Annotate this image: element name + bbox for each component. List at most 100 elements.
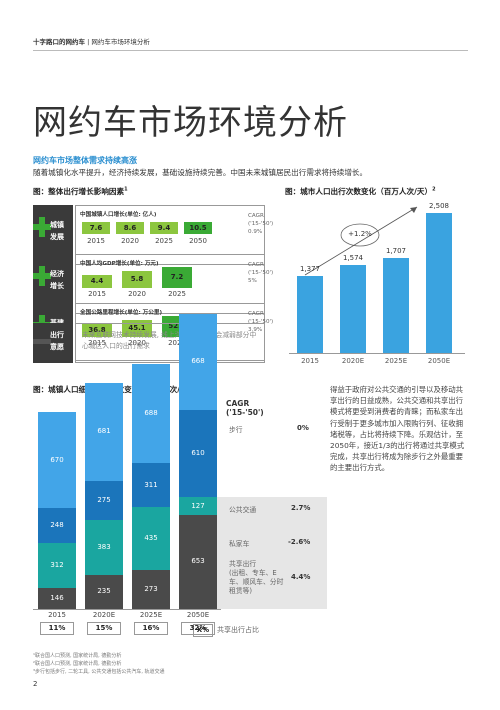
factor-tag: 出行意愿 <box>33 323 73 361</box>
segment-公共交通: 248 <box>38 507 76 544</box>
legend-walking-cagr: 0% <box>297 424 309 432</box>
x-axis <box>289 353 465 354</box>
running-header: 十字路口的网约车 | 网约车市场环境分析 <box>33 38 150 46</box>
factor-caption: 中国人均GDP增长(单位: 万元) <box>80 261 159 267</box>
growth-arrow-line <box>304 206 418 276</box>
value-bar: 36.8 <box>82 324 112 337</box>
value-bar: 8.6 <box>116 222 144 234</box>
value-bar: 5.8 <box>122 271 152 288</box>
segment-公共交通: 610 <box>179 409 217 498</box>
bar-2015 <box>297 276 323 353</box>
segment-共享出行: 273 <box>132 569 170 609</box>
bar-2025E <box>383 257 409 353</box>
year-label: 2025 <box>168 339 186 347</box>
value-bar: 9.4 <box>150 222 178 234</box>
plus-icon-bar <box>33 224 51 230</box>
factor-label: 城镇发展 <box>50 221 64 241</box>
footnote-2: ²联合国人口预测, 国家统计局, 德勤分析 <box>33 661 122 667</box>
legend-shared-detail: (出租、专车、E车、顺风车、分时租赁等) <box>229 569 284 595</box>
segment-私家车: 383 <box>85 520 123 576</box>
x-tick-label: 2050E <box>427 357 451 365</box>
year-label: 2025 <box>168 290 186 298</box>
segment-公共交通: 275 <box>85 480 123 521</box>
x-tick-label: 2020E <box>341 357 365 365</box>
year-label: 2015 <box>88 339 106 347</box>
segment-共享出行: 146 <box>38 588 76 609</box>
plus-icon-bar <box>33 273 51 279</box>
minus-icon <box>33 339 51 344</box>
growth-arrow-head <box>410 207 417 213</box>
x-tick-label: 2015 <box>301 357 319 365</box>
factor-label: 出行意愿 <box>50 331 64 351</box>
x-tick-label: 2050E <box>186 611 210 619</box>
factor-box: 未来互联网技术持续发展, 线上沟通的便捷化会减弱部分中心城区人口的出行需求 <box>75 323 265 361</box>
page-number: 2 <box>33 680 38 688</box>
segment-共享出行: 653 <box>179 515 217 609</box>
value-bar: 45.1 <box>122 320 152 337</box>
share-key-label: 共享出行占比 <box>217 626 259 634</box>
segment-步行: 681 <box>85 383 123 481</box>
legend-shared: 共享出行 <box>229 560 257 568</box>
bar-value-label: 2,508 <box>428 202 450 210</box>
bar-2020E <box>340 265 366 353</box>
analysis-paragraph: 得益于政府对公共交通的引导以及移动共享出行的日益成熟，公共交通和共享出行模式将更… <box>330 385 465 473</box>
growth-arrow-layer <box>304 206 418 276</box>
factor-urban: 城镇发展 中国城镇人口增长(单位: 亿人) 7.6 8.6 9.4 10.5 2… <box>33 205 273 265</box>
legend-shared-cagr: 4.4% <box>291 573 311 581</box>
footnote-1: ¹联合国人口预测, 国家统计局, 德勤分析 <box>33 653 122 659</box>
footnote-3: ³步行包括步行, 二轮工具, 公共交通包括公共汽车, 轨道交通 <box>33 669 165 675</box>
segment-步行: 668 <box>179 313 217 410</box>
factor-willingness: 出行意愿 未来互联网技术持续发展, 线上沟通的便捷化会减弱部分中心城区人口的出行… <box>33 323 265 361</box>
year-label: 2025 <box>155 237 173 245</box>
segment-私家车: 127 <box>179 497 217 516</box>
year-label: 2020 <box>128 290 146 298</box>
legend-private-car: 私家车 <box>229 540 250 548</box>
value-bar: 7.2 <box>162 267 192 288</box>
factor-label: 经济增长 <box>50 270 64 290</box>
year-label: 2020 <box>121 237 139 245</box>
cagr-heading: CAGR ('15-'50') <box>226 399 264 417</box>
section-subhead: 网约车市场整体需求持续高涨 <box>33 156 137 165</box>
year-label: 2050 <box>189 237 207 245</box>
header-rule <box>33 50 468 51</box>
bar-value-label: 1,377 <box>299 265 321 274</box>
share-box: 15% <box>87 622 121 635</box>
value-bar: 10.5 <box>184 222 212 234</box>
factor-box: 中国人均GDP增长(单位: 万元) 4.4 5.8 7.2 2015 2020 … <box>75 254 273 314</box>
segment-私家车: 312 <box>38 543 76 589</box>
x-axis <box>33 609 221 610</box>
year-label: 2015 <box>87 237 105 245</box>
share-box: 16% <box>134 622 168 635</box>
x-tick-label: 2025E <box>384 357 408 365</box>
growth-ellipse <box>340 223 380 247</box>
segment-步行: 670 <box>38 411 76 508</box>
segment-公共交通: 311 <box>132 462 170 508</box>
page-title: 网约车市场环境分析 <box>33 103 348 143</box>
segment-步行: 688 <box>132 364 170 463</box>
fig3-stacked-chart: CAGR ('15-'50') 步行 0% 公共交通 2.7% 私家车 -2.6%… <box>33 313 330 640</box>
share-key-box: X% <box>193 624 213 637</box>
cagr-note: CAGR ('15-'50') 0.9% <box>248 213 274 235</box>
year-label: 2015 <box>88 290 106 298</box>
factor-note: 未来互联网技术持续发展, 线上沟通的便捷化会减弱部分中心城区人口的出行需求 <box>82 331 257 350</box>
factor-caption: 中国城镇人口增长(单位: 亿人) <box>80 212 157 218</box>
value-bar: 4.4 <box>82 275 112 288</box>
fig1-title: 图：整体出行增长影响因素1 <box>33 186 128 196</box>
fig2-title: 图：城市人口出行次数变化（百万人次/天）2 <box>285 186 436 196</box>
growth-rate-label: +1.2% <box>348 230 372 238</box>
factor-caption: 全国公路里程增长(单位: 万公里) <box>80 310 163 316</box>
segment-私家车: 435 <box>132 507 170 570</box>
share-box: 32% <box>181 622 215 635</box>
cagr-note: CAGR ('15-'50') 3.9% <box>248 311 274 333</box>
legend-public-transport: 公共交通 <box>229 506 257 514</box>
bar-value-label: 1,707 <box>385 246 407 255</box>
factor-box: 中国城镇人口增长(单位: 亿人) 7.6 8.6 9.4 10.5 2015 2… <box>75 205 273 265</box>
year-label: 2020 <box>128 339 146 347</box>
bar-2050E <box>426 213 452 353</box>
legend-public-transport-cagr: 2.7% <box>291 504 311 512</box>
x-tick-label: 2025E <box>139 611 163 619</box>
bar-value-label: 1,574 <box>342 254 364 263</box>
share-box: 11% <box>40 622 74 635</box>
fig2-bar-chart: +1.2% 1,377 2015 1,574 2020E 1,707 2025E 2,508… <box>285 195 470 375</box>
legend-private-car-cagr: -2.6% <box>288 538 311 546</box>
